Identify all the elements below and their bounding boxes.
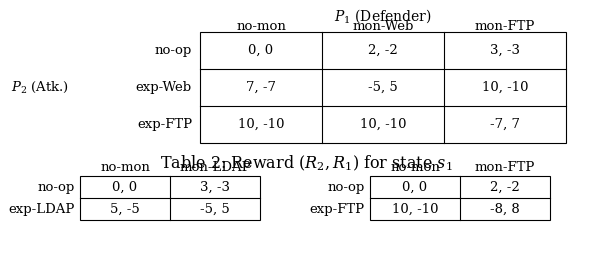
Text: mon-Web: mon-Web	[353, 20, 414, 33]
Text: -7, 7: -7, 7	[490, 118, 520, 131]
Text: 3, -3: 3, -3	[490, 44, 520, 57]
Text: -8, 8: -8, 8	[490, 203, 520, 215]
Text: $P_1$ (Defender): $P_1$ (Defender)	[334, 7, 432, 25]
Bar	[80, 176, 260, 220]
Text: 0, 0: 0, 0	[403, 181, 428, 194]
Text: no-mon: no-mon	[236, 20, 286, 33]
Text: 10, -10: 10, -10	[360, 118, 406, 131]
Text: 2, -2: 2, -2	[368, 44, 398, 57]
Text: 0, 0: 0, 0	[248, 44, 274, 57]
Text: exp-FTP: exp-FTP	[137, 118, 192, 131]
Bar	[370, 176, 550, 220]
Text: 5, -5: 5, -5	[110, 203, 140, 215]
Bar	[200, 32, 566, 143]
Text: no-op: no-op	[328, 181, 365, 194]
Text: 7, -7: 7, -7	[246, 81, 276, 94]
Text: 3, -3: 3, -3	[200, 181, 230, 194]
Text: -5, 5: -5, 5	[200, 203, 230, 215]
Text: no-mon: no-mon	[390, 161, 440, 174]
Text: 10, -10: 10, -10	[392, 203, 438, 215]
Text: exp-FTP: exp-FTP	[310, 203, 365, 215]
Text: -5, 5: -5, 5	[368, 81, 398, 94]
Text: $P_2$ (Atk.): $P_2$ (Atk.)	[11, 80, 69, 95]
Text: mon-LDAP: mon-LDAP	[179, 161, 251, 174]
Text: exp-LDAP: exp-LDAP	[9, 203, 75, 215]
Text: 2, -2: 2, -2	[490, 181, 520, 194]
Text: mon-FTP: mon-FTP	[475, 161, 535, 174]
Text: 0, 0: 0, 0	[113, 181, 138, 194]
Text: 10, -10: 10, -10	[237, 118, 284, 131]
Text: no-mon: no-mon	[100, 161, 150, 174]
Text: no-op: no-op	[38, 181, 75, 194]
Text: no-op: no-op	[155, 44, 192, 57]
Text: Table 2: Reward $(R_2, R_1)$ for state $s_1$: Table 2: Reward $(R_2, R_1)$ for state $…	[160, 154, 452, 173]
Text: mon-FTP: mon-FTP	[475, 20, 535, 33]
Text: exp-Web: exp-Web	[136, 81, 192, 94]
Text: 10, -10: 10, -10	[482, 81, 528, 94]
